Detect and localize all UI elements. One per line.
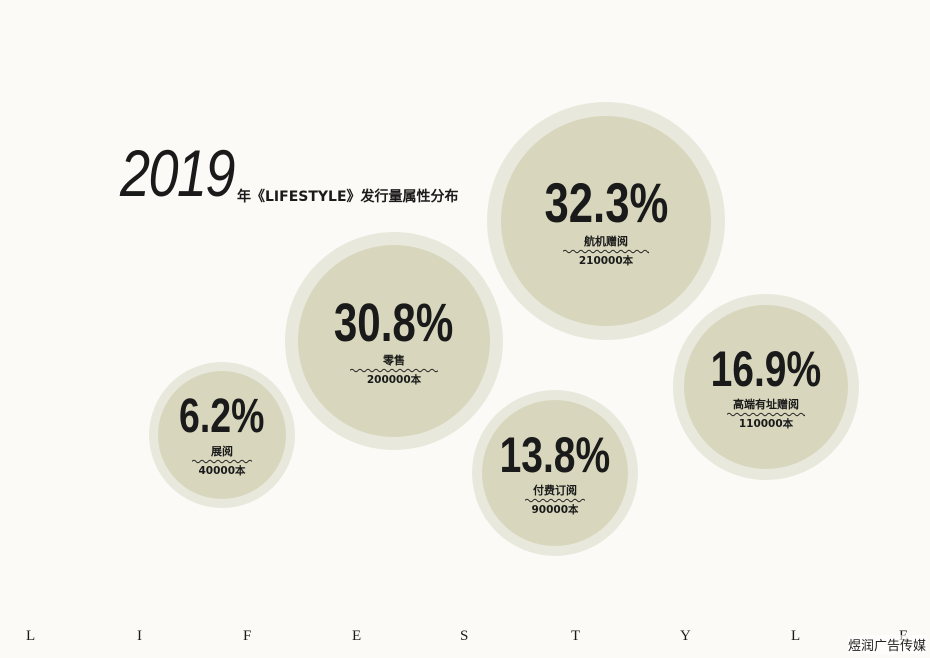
bubble-category: 航机赠阅 [584, 235, 628, 248]
title-subtitle: 年《LIFESTYLE》发行量属性分布 [237, 189, 459, 205]
bubble-count: 210000本 [578, 255, 634, 267]
footer-letter: E [352, 628, 362, 644]
footer-letter: I [137, 628, 142, 644]
bubble-premium-addressed: 16.9% 高端有址赠阅 110000本 [673, 294, 859, 480]
bubble-count: 90000本 [531, 504, 579, 516]
bubble-percent: 13.8% [499, 427, 611, 483]
bubble-category: 高端有址赠阅 [733, 398, 799, 411]
footer-letter: S [460, 628, 469, 644]
bubble-category: 展阅 [211, 445, 233, 458]
bubble-percent: 30.8% [334, 293, 454, 353]
bubble-category: 付费订阅 [533, 484, 577, 497]
bubble-count: 110000本 [738, 418, 794, 430]
footer-letter: L [791, 628, 801, 644]
watermark: 煜润广告传媒 [847, 635, 926, 654]
footer-letter: T [571, 628, 581, 644]
footer-brand-letters: L I F E S T Y L E [0, 628, 930, 652]
wave-divider-icon [350, 368, 438, 373]
wave-divider-icon [563, 249, 649, 254]
title-year: 2019 [120, 136, 235, 210]
bubble-retail: 30.8% 零售 200000本 [285, 232, 503, 450]
bubble-airline-complimentary: 32.3% 航机赠阅 210000本 [487, 102, 725, 340]
wave-divider-icon [727, 412, 805, 417]
bubble-paid-subscription: 13.8% 付费订阅 90000本 [472, 390, 638, 556]
footer-letter: L [26, 628, 36, 644]
bubble-percent: 16.9% [710, 341, 822, 397]
footer-letter: F [243, 628, 252, 644]
bubble-percent: 6.2% [179, 390, 265, 443]
bubble-count: 40000本 [198, 465, 246, 477]
bubble-percent: 32.3% [544, 171, 668, 234]
wave-divider-icon [525, 498, 585, 503]
bubble-category: 零售 [383, 354, 405, 367]
bubble-count: 200000本 [366, 374, 422, 386]
wave-divider-icon [192, 459, 252, 464]
footer-letter: Y [680, 628, 691, 644]
bubble-exhibition: 6.2% 展阅 40000本 [149, 362, 295, 508]
